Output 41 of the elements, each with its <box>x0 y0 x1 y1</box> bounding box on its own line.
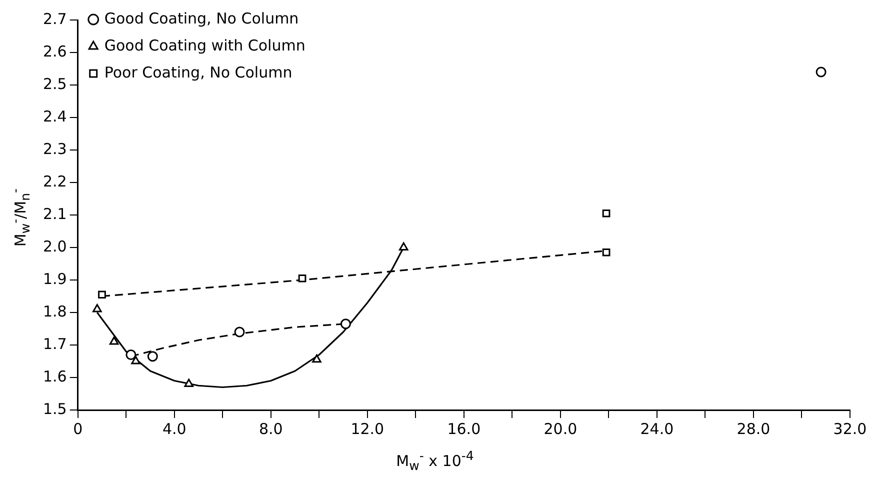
x-tick-label: 28.0 <box>736 420 770 438</box>
y-tick-label: 2.3 <box>42 140 67 158</box>
point <box>98 290 106 299</box>
y-tick-label: 1.8 <box>42 302 67 320</box>
point <box>398 242 408 250</box>
legend-label: Poor Coating, No Column <box>104 63 292 82</box>
y-tick-label: 2.5 <box>42 74 67 93</box>
x-tick-label: 24.0 <box>640 420 674 438</box>
point <box>92 304 102 312</box>
y-tick-label: 2.0 <box>42 237 67 256</box>
point <box>234 326 245 338</box>
point <box>147 351 158 362</box>
x-tick-label: 32.0 <box>833 420 867 438</box>
y-tick-label: 1.9 <box>42 270 67 288</box>
x-tick-label: 4.0 <box>162 420 186 438</box>
y-tick-label: 1.5 <box>42 400 67 418</box>
legend-label: Good Coating, No Column <box>104 9 299 28</box>
point <box>126 350 136 360</box>
point <box>312 354 322 363</box>
x-tick-label: 0 <box>73 420 83 438</box>
y-tick-label: 2.1 <box>42 204 67 223</box>
y-tick-label: 1.7 <box>42 334 67 353</box>
point <box>109 336 119 345</box>
x-tick-label: 12.0 <box>350 420 384 438</box>
x-tick-label: 8.0 <box>258 420 283 438</box>
point <box>602 248 610 256</box>
point <box>131 356 140 364</box>
x-tick-label: 20.0 <box>544 420 578 438</box>
point <box>184 378 194 387</box>
y-tick-label: 2.2 <box>42 172 67 190</box>
x-tick-label: 16.0 <box>447 420 481 438</box>
y-tick-label: 2.6 <box>42 42 67 60</box>
x-axis-title: M$_{w}$$^{-}$ x 10$^{-4}$ <box>395 448 475 473</box>
point <box>602 209 610 218</box>
y-tick-label: 2.4 <box>42 107 67 126</box>
point <box>816 66 826 78</box>
point <box>340 318 351 330</box>
legend-label: Good Coating with Column <box>104 36 306 54</box>
point <box>298 274 306 282</box>
y-tick-label: 2.7 <box>42 10 67 28</box>
y-tick-label: 1.6 <box>42 367 67 386</box>
